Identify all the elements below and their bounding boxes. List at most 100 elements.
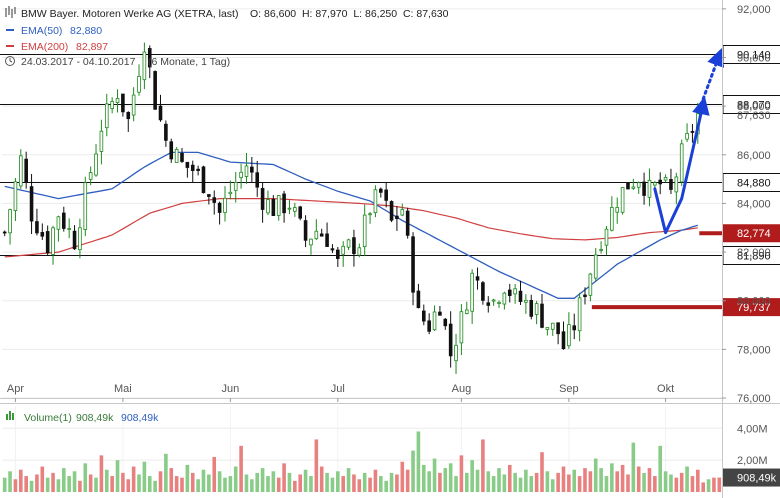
- volume-tick-label: 4,00M: [737, 423, 768, 435]
- volume-bar: [690, 476, 695, 492]
- candle-body: [427, 320, 431, 332]
- date-tick-label: Sep: [559, 383, 579, 395]
- volume-bar: [121, 472, 125, 492]
- level-label: 81,890: [737, 251, 771, 263]
- volume-bar: [550, 479, 555, 492]
- candle-body: [282, 193, 286, 214]
- volume-bar: [19, 469, 23, 492]
- horizontal-levels: 90,140 88,070 84,880 81,890: [0, 45, 780, 265]
- candle-body: [443, 318, 448, 327]
- candle-body: [99, 130, 104, 152]
- volume-bar: [276, 477, 281, 492]
- volume-bar: [346, 468, 351, 492]
- candle-body: [94, 153, 98, 176]
- price-tick-label: 82,000: [737, 247, 771, 259]
- volume-bar: [24, 476, 28, 492]
- candle-body: [319, 233, 324, 237]
- up-leg-arrow: [664, 96, 710, 234]
- volume-bar: [244, 474, 249, 492]
- volume-bar: [588, 471, 593, 492]
- candle-body: [164, 123, 168, 141]
- volume-bar: [131, 466, 136, 492]
- volume-bar: [137, 474, 141, 492]
- volume-bar: [325, 472, 329, 492]
- volume-bars-icon[interactable]: [6, 411, 14, 420]
- volume-bar: [180, 477, 184, 492]
- candle-body: [459, 311, 464, 344]
- candle-body: [158, 105, 163, 121]
- candle-body: [287, 207, 292, 210]
- chart-header: BMW Bayer. Motoren Werke AG (XETRA, last…: [5, 6, 449, 68]
- volume-bar: [2, 477, 7, 492]
- volume-bar: [164, 453, 168, 492]
- volume-bar: [330, 477, 335, 492]
- candle-body: [104, 103, 109, 129]
- price-tick-label: 88,000: [737, 101, 771, 113]
- candle-body: [190, 164, 195, 171]
- volume-bar: [534, 472, 539, 492]
- date-tick-label: Aug: [452, 383, 472, 395]
- candle-body: [174, 148, 179, 163]
- ema200-legend-value: 82,897: [76, 41, 108, 53]
- candle-body: [244, 165, 249, 177]
- volume-bar: [266, 476, 270, 492]
- candle-body: [561, 331, 566, 350]
- volume-header: Volume(1) 908,49k 908,49k: [6, 411, 159, 424]
- volume-bar: [298, 474, 303, 492]
- candle-body: [384, 189, 388, 201]
- clock-icon: [5, 56, 15, 66]
- volume-bar: [685, 466, 689, 492]
- volume-bar: [712, 477, 716, 492]
- candle-body: [336, 249, 340, 259]
- volume-bar: [56, 479, 61, 492]
- volume-bar: [679, 472, 684, 492]
- volume-bar: [524, 469, 528, 492]
- volume-bar: [110, 476, 114, 492]
- support-label: 82,774: [737, 228, 771, 240]
- volume-bar: [556, 472, 560, 492]
- volume-bar: [405, 469, 410, 492]
- volume-bar: [319, 466, 324, 492]
- volume-bar: [83, 463, 88, 492]
- price-tick-label: 84,000: [737, 198, 771, 210]
- volume-bar: [314, 439, 319, 492]
- date-axis: Apr Mai Jun Jul Aug Sep Okt: [7, 383, 674, 402]
- volume-label[interactable]: Volume(1): [24, 412, 72, 424]
- candle-body: [250, 166, 254, 173]
- volume-bar: [303, 469, 308, 492]
- ema50-line: [4, 151, 698, 299]
- candle-body: [373, 189, 378, 214]
- chart-type-icon[interactable]: [5, 6, 16, 18]
- candle-body: [228, 191, 233, 195]
- candle-body: [400, 209, 405, 216]
- volume-bar: [255, 472, 260, 492]
- volume-bar: [239, 445, 243, 492]
- volume-bar: [40, 466, 45, 492]
- volume-bar: [389, 472, 394, 492]
- volume-bar: [497, 468, 501, 492]
- candle-body: [40, 232, 45, 237]
- volume-bar: [432, 458, 437, 492]
- volume-bar: [336, 471, 340, 492]
- volume-bar: [583, 468, 587, 492]
- candle-body: [610, 207, 614, 231]
- ema200-legend-label[interactable]: EMA(200): [21, 41, 68, 53]
- ema50-legend-label[interactable]: EMA(50): [21, 25, 62, 37]
- volume-bar: [604, 476, 609, 492]
- volume-bar: [217, 471, 222, 492]
- volume-bar: [174, 476, 179, 492]
- volume-bar: [185, 464, 190, 492]
- candle-body: [690, 131, 695, 133]
- volume-bar: [201, 469, 206, 492]
- candle-body: [13, 181, 18, 211]
- ohlc-values: O: 86,600 H: 87,970 L: 86,250 C: 87,630: [250, 8, 449, 20]
- volume-bar: [196, 479, 200, 492]
- candle-body: [293, 207, 297, 212]
- candle-body: [341, 245, 345, 255]
- candle-body: [556, 322, 560, 335]
- candle-body: [88, 172, 93, 180]
- candle-body: [604, 228, 609, 246]
- volume-bar: [228, 476, 233, 492]
- volume-bar: [126, 479, 131, 492]
- candle-body: [314, 230, 319, 240]
